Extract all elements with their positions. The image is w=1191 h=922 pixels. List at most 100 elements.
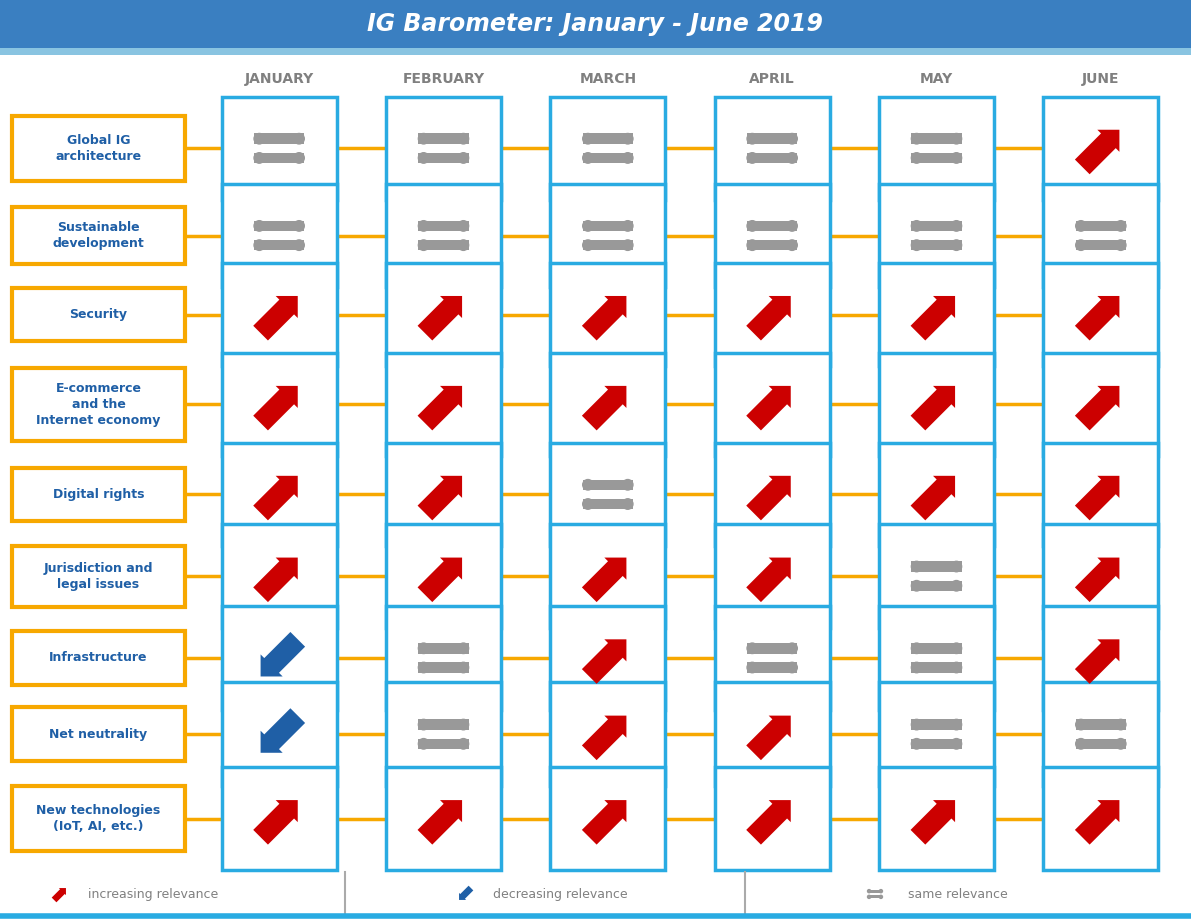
Bar bbox=[418, 153, 468, 163]
Circle shape bbox=[459, 643, 468, 654]
Bar bbox=[386, 97, 501, 200]
Bar bbox=[550, 443, 666, 546]
Circle shape bbox=[582, 499, 593, 509]
Bar bbox=[418, 662, 468, 673]
Bar bbox=[550, 183, 666, 288]
Bar bbox=[715, 183, 830, 288]
Polygon shape bbox=[582, 296, 626, 340]
Text: Security: Security bbox=[69, 308, 127, 321]
Polygon shape bbox=[911, 476, 955, 520]
Polygon shape bbox=[1075, 476, 1120, 520]
Circle shape bbox=[911, 220, 922, 231]
Circle shape bbox=[254, 134, 264, 144]
Circle shape bbox=[911, 739, 922, 749]
Bar bbox=[715, 353, 830, 456]
Polygon shape bbox=[747, 800, 791, 845]
Text: increasing relevance: increasing relevance bbox=[88, 888, 218, 901]
Text: FEBRUARY: FEBRUARY bbox=[403, 72, 485, 86]
Text: MAY: MAY bbox=[919, 72, 953, 86]
Circle shape bbox=[418, 739, 429, 749]
Bar bbox=[879, 263, 994, 366]
Polygon shape bbox=[747, 386, 791, 431]
Circle shape bbox=[867, 890, 871, 892]
Bar bbox=[254, 240, 305, 251]
Polygon shape bbox=[1075, 800, 1120, 845]
Polygon shape bbox=[254, 558, 298, 602]
Bar bbox=[747, 662, 797, 673]
Circle shape bbox=[418, 719, 429, 730]
Bar bbox=[550, 682, 666, 786]
Text: APRIL: APRIL bbox=[749, 72, 796, 86]
Polygon shape bbox=[261, 708, 305, 752]
Circle shape bbox=[911, 719, 922, 730]
Bar bbox=[911, 153, 961, 163]
Circle shape bbox=[623, 479, 632, 490]
Circle shape bbox=[582, 240, 593, 251]
Bar bbox=[418, 134, 468, 144]
Polygon shape bbox=[747, 558, 791, 602]
Polygon shape bbox=[1075, 130, 1120, 174]
Circle shape bbox=[787, 153, 797, 163]
Bar bbox=[0, 48, 1191, 55]
Bar bbox=[222, 525, 337, 628]
Polygon shape bbox=[418, 476, 462, 520]
Bar bbox=[715, 767, 830, 870]
Bar bbox=[550, 353, 666, 456]
Bar bbox=[386, 767, 501, 870]
Bar bbox=[879, 443, 994, 546]
Bar bbox=[879, 97, 994, 200]
Bar bbox=[12, 368, 185, 441]
Bar bbox=[222, 443, 337, 546]
Polygon shape bbox=[911, 386, 955, 431]
Circle shape bbox=[911, 662, 922, 673]
Bar bbox=[747, 643, 797, 654]
Bar bbox=[715, 682, 830, 786]
Circle shape bbox=[952, 240, 961, 251]
Bar bbox=[418, 643, 468, 654]
Polygon shape bbox=[1075, 558, 1120, 602]
Circle shape bbox=[294, 153, 305, 163]
Bar bbox=[418, 220, 468, 231]
Text: IG Barometer: January - June 2019: IG Barometer: January - June 2019 bbox=[367, 12, 823, 36]
Bar bbox=[1075, 240, 1125, 251]
Bar bbox=[418, 739, 468, 749]
Polygon shape bbox=[911, 296, 955, 340]
Bar bbox=[715, 525, 830, 628]
Bar bbox=[550, 606, 666, 710]
Bar bbox=[715, 606, 830, 710]
Bar bbox=[386, 443, 501, 546]
Bar bbox=[582, 240, 632, 251]
Polygon shape bbox=[1075, 639, 1120, 684]
Text: same relevance: same relevance bbox=[908, 888, 1008, 901]
Circle shape bbox=[911, 153, 922, 163]
Bar bbox=[867, 895, 883, 898]
Bar bbox=[254, 220, 305, 231]
Text: Global IG
architecture: Global IG architecture bbox=[56, 134, 142, 163]
Bar bbox=[254, 153, 305, 163]
Circle shape bbox=[747, 220, 757, 231]
Bar bbox=[222, 767, 337, 870]
Circle shape bbox=[418, 153, 429, 163]
Circle shape bbox=[911, 561, 922, 572]
Bar bbox=[879, 525, 994, 628]
Circle shape bbox=[1075, 739, 1086, 749]
Polygon shape bbox=[582, 715, 626, 760]
Bar bbox=[222, 263, 337, 366]
Bar bbox=[715, 263, 830, 366]
Bar bbox=[582, 153, 632, 163]
Bar bbox=[254, 134, 305, 144]
Bar bbox=[911, 719, 961, 730]
Circle shape bbox=[952, 561, 961, 572]
Polygon shape bbox=[254, 386, 298, 431]
Polygon shape bbox=[747, 715, 791, 760]
Bar bbox=[879, 682, 994, 786]
Bar bbox=[418, 240, 468, 251]
Text: MARCH: MARCH bbox=[579, 72, 636, 86]
Circle shape bbox=[952, 153, 961, 163]
Circle shape bbox=[459, 220, 468, 231]
Bar bbox=[911, 662, 961, 673]
Bar bbox=[12, 786, 185, 851]
Circle shape bbox=[459, 153, 468, 163]
Text: JANUARY: JANUARY bbox=[244, 72, 313, 86]
Text: E-commerce
and the
Internet economy: E-commerce and the Internet economy bbox=[36, 382, 161, 427]
